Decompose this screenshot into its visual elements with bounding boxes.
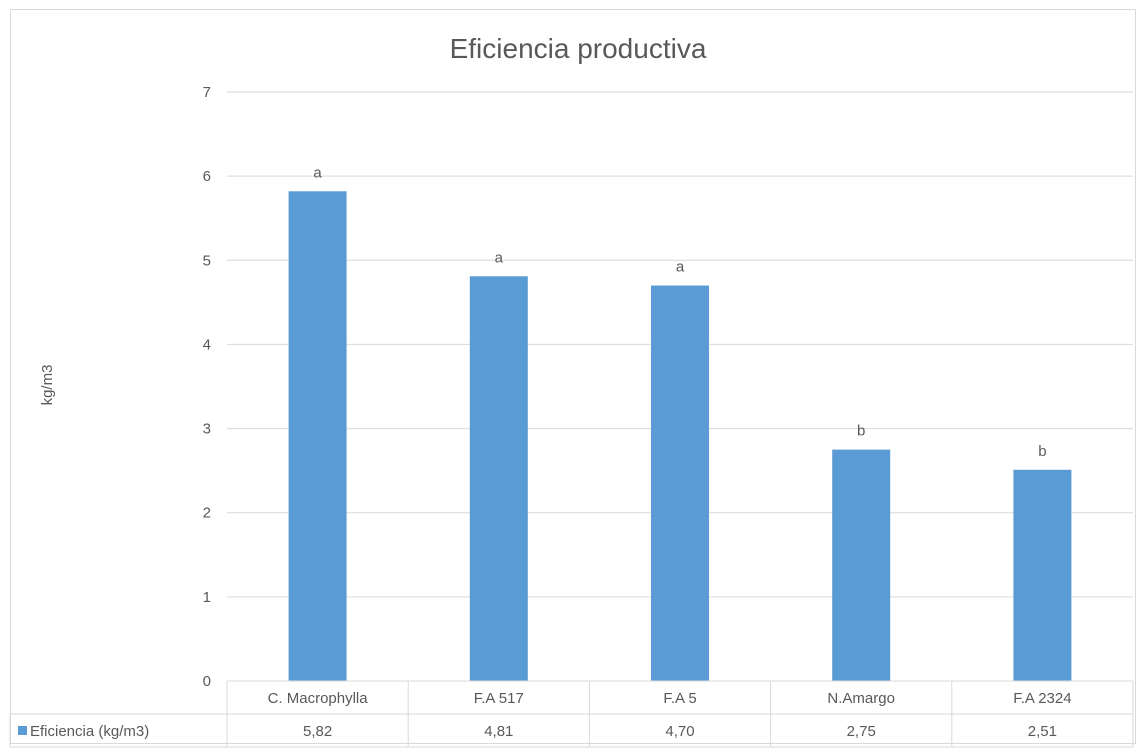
y-tick-label: 4 bbox=[203, 336, 211, 353]
y-tick-label: 3 bbox=[203, 421, 211, 438]
significance-letter: b bbox=[857, 423, 865, 440]
y-tick-labels: 0 1 2 3 4 5 6 7 bbox=[203, 84, 211, 690]
bar bbox=[1013, 469, 1072, 681]
y-tick-label: 7 bbox=[203, 84, 211, 101]
y-tick-label: 0 bbox=[203, 673, 211, 690]
significance-letter: a bbox=[676, 259, 685, 276]
category-label: C. Macrophylla bbox=[268, 690, 369, 707]
category-label: F.A 5 bbox=[663, 690, 696, 707]
value-label: 5,82 bbox=[303, 723, 332, 740]
value-label: 2,75 bbox=[847, 723, 876, 740]
bar bbox=[651, 285, 709, 681]
legend-label: Eficiencia (kg/m3) bbox=[30, 723, 149, 740]
significance-letters: a a a b b bbox=[313, 164, 1046, 460]
legend-swatch bbox=[18, 726, 27, 735]
y-tick-label: 6 bbox=[203, 168, 211, 185]
bar bbox=[469, 276, 528, 681]
significance-letter: a bbox=[495, 249, 504, 266]
y-tick-label: 1 bbox=[203, 589, 211, 606]
gridlines bbox=[227, 91, 1133, 598]
significance-letter: b bbox=[1038, 443, 1046, 460]
category-label: F.A 517 bbox=[474, 690, 524, 707]
data-table: C. Macrophylla 5,82 F.A 517 4,81 F.A 5 4,70 N.… bbox=[9, 680, 1134, 748]
category-label: N.Amargo bbox=[827, 690, 895, 707]
y-axis-label: kg/m3 bbox=[39, 365, 56, 406]
value-label: 4,81 bbox=[484, 723, 513, 740]
value-label: 2,51 bbox=[1028, 723, 1057, 740]
bars bbox=[288, 191, 1072, 681]
y-tick-label: 5 bbox=[203, 252, 211, 269]
value-label: 4,70 bbox=[665, 723, 694, 740]
bar bbox=[832, 449, 891, 681]
y-tick-label: 2 bbox=[203, 505, 211, 522]
chart-title: Eficiencia productiva bbox=[450, 33, 707, 64]
bar bbox=[288, 191, 347, 681]
significance-letter: a bbox=[313, 164, 322, 181]
chart-frame bbox=[10, 9, 1136, 744]
category-label: F.A 2324 bbox=[1013, 690, 1071, 707]
